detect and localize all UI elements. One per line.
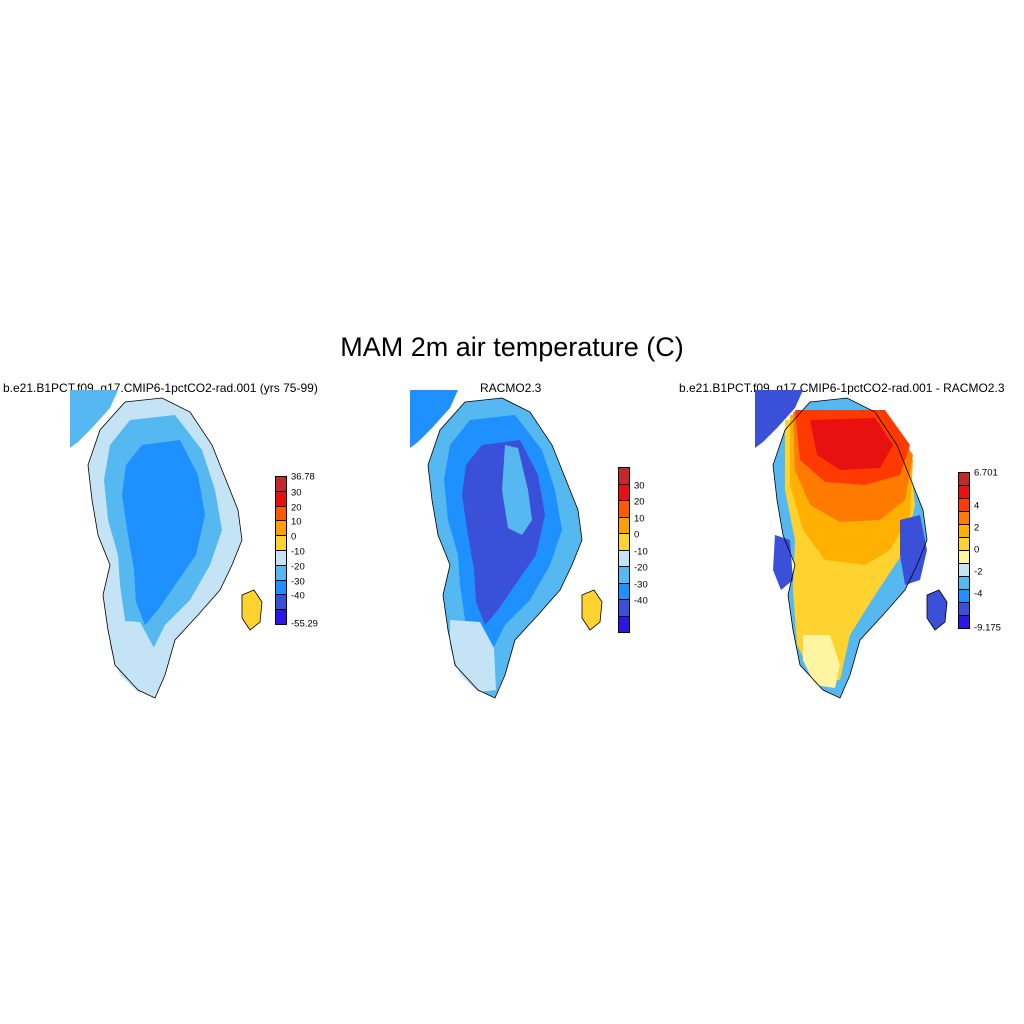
colorbar-swatch — [958, 524, 970, 538]
colorbar-label: -10 — [634, 546, 648, 557]
colorbar-swatch — [618, 483, 630, 501]
colorbar-swatch — [618, 582, 630, 600]
colorbar-label: -55.29 — [291, 618, 318, 630]
colorbar-label: -30 — [291, 576, 305, 588]
colorbar-label: -4 — [974, 588, 983, 600]
colorbar-swatch — [958, 550, 970, 564]
colorbar-label: -40 — [291, 590, 305, 602]
panel-2-title: RACMO2.3 — [480, 381, 542, 395]
colorbar-swatch — [958, 511, 970, 525]
colorbar-label: 4 — [974, 500, 980, 512]
colorbar-label: 20 — [634, 496, 645, 508]
panel-2-map — [410, 390, 603, 699]
colorbar-label: -20 — [634, 562, 648, 574]
south-tip-zone — [110, 620, 156, 692]
ridge-zone — [162, 445, 192, 535]
nw-corner-zone — [410, 390, 458, 448]
south-tip-zone — [450, 620, 496, 692]
island-coastline — [581, 589, 603, 631]
colorbar-swatch — [618, 533, 630, 551]
west-coast-zone — [773, 535, 793, 590]
island-zone — [582, 590, 602, 630]
coastline — [427, 397, 583, 699]
colorbar-label: 0 — [974, 544, 980, 556]
coastline — [87, 397, 243, 699]
colorbar-swatch — [275, 490, 287, 507]
colorbar-swatch — [275, 609, 287, 625]
island-coastline — [926, 589, 948, 631]
colorbar-swatch — [958, 498, 970, 512]
colorbar-label: 0 — [634, 529, 640, 541]
colorbar-swatch — [958, 589, 970, 603]
tip-zone — [803, 635, 840, 688]
colorbar-swatch — [618, 516, 630, 534]
east-coast-zone — [900, 515, 927, 585]
colorbar-swatch — [958, 615, 970, 629]
colorbar-swatch — [618, 467, 630, 485]
colorbar-label: 2 — [974, 522, 980, 534]
colorbar-label: -10 — [291, 546, 305, 558]
colorbar-swatch — [618, 549, 630, 567]
island-coastline — [241, 589, 263, 631]
colorbar-swatch — [275, 550, 287, 566]
colorbar-swatch — [618, 615, 630, 633]
north-zone — [810, 418, 893, 470]
colorbar-label: 0 — [291, 531, 297, 543]
colorbar-swatch — [958, 485, 970, 499]
island-zone — [927, 590, 947, 630]
colorbar-label: -20 — [291, 561, 305, 573]
colorbar-label: 10 — [634, 513, 645, 524]
colorbar-label: -9.175 — [974, 622, 1001, 634]
colorbar-label: 20 — [291, 502, 302, 514]
colorbar-swatch — [275, 594, 287, 611]
panel-1-map — [70, 390, 263, 699]
colorbar-swatch — [958, 472, 970, 486]
colorbar-swatch — [275, 476, 287, 492]
colorbar-swatch — [958, 563, 970, 577]
nw-corner-zone — [755, 390, 803, 448]
colorbar-swatch — [275, 520, 287, 537]
colorbar-swatch — [275, 564, 287, 581]
ridge-zone — [502, 445, 532, 535]
panel-3-map — [755, 390, 948, 699]
colorbar-label: 30 — [634, 480, 645, 491]
colorbar-label: 30 — [291, 487, 302, 499]
colorbar-swatch — [618, 599, 630, 617]
colorbar-label: -2 — [974, 566, 983, 578]
colorbar-swatch — [958, 576, 970, 590]
colorbar-swatch — [958, 602, 970, 616]
coastline — [772, 397, 928, 699]
colorbar-label: 36.78 — [291, 471, 315, 483]
colorbar-swatch — [618, 500, 630, 518]
colorbar-swatch — [275, 535, 287, 551]
colorbar-label: 6.701 — [974, 467, 998, 479]
colorbar-swatch — [275, 579, 287, 596]
colorbar-swatch — [275, 505, 287, 522]
colorbar-swatch — [958, 537, 970, 551]
nw-corner-zone — [70, 390, 118, 448]
colorbar-label: -30 — [634, 579, 648, 590]
figure-title: MAM 2m air temperature (C) — [340, 332, 684, 362]
island-zone — [242, 590, 262, 630]
colorbar-label: -40 — [634, 595, 648, 607]
colorbar-label: 10 — [291, 516, 302, 528]
colorbar-swatch — [618, 566, 630, 584]
